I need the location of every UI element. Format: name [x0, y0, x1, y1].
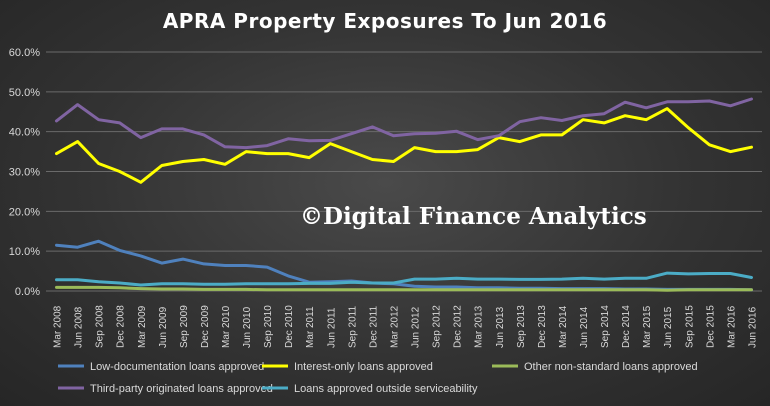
x-tick-label: Jun 2009 — [158, 306, 169, 348]
series-line — [55, 97, 753, 150]
gridlines — [46, 51, 762, 292]
y-tick-label: 50.0% — [9, 87, 40, 99]
chart-title: APRA Property Exposures To Jun 2016 — [162, 9, 608, 33]
watermark: ©Digital Finance Analytics — [300, 203, 647, 230]
legend-label: Loans approved outside serviceability — [294, 383, 478, 395]
x-tick-label: Dec 2012 — [453, 305, 464, 348]
x-tick-label: Jun 2010 — [242, 306, 253, 348]
x-tick-label: Mar 2010 — [221, 305, 232, 348]
series-line — [55, 271, 753, 287]
series-line — [55, 107, 753, 184]
x-tick-label: Jun 2012 — [411, 306, 422, 348]
legend-label: Other non-standard loans approved — [524, 361, 698, 373]
x-tick-label: Mar 2015 — [642, 305, 653, 348]
x-tick-label: Sep 2015 — [684, 305, 695, 348]
y-tick-label: 0.0% — [15, 286, 40, 298]
x-tick-label: Sep 2010 — [263, 305, 274, 348]
x-tick-label: Mar 2013 — [474, 305, 485, 348]
y-axis-ticks: 0.0% 10.0% 20.0% 30.0% 40.0% 50.0% 60.0% — [9, 47, 40, 298]
x-tick-label: Dec 2011 — [368, 305, 379, 348]
x-tick-label: Jun 2013 — [495, 306, 506, 348]
legend-label: Interest-only loans approved — [294, 361, 433, 373]
x-tick-label: Mar 2012 — [389, 305, 400, 348]
x-tick-label: Jun 2014 — [579, 306, 590, 348]
x-axis-ticks: Mar 2008 Jun 2008 Sep 2008 Dec 2008 Mar 2009… — [53, 305, 759, 348]
y-tick-label: 20.0% — [9, 206, 40, 218]
x-tick-label: Mar 2009 — [137, 305, 148, 348]
series-line — [55, 285, 753, 292]
x-tick-label: Mar 2008 — [53, 305, 64, 348]
x-tick-label: Sep 2008 — [95, 305, 106, 348]
legend-label: Low-documentation loans approved — [90, 361, 264, 373]
x-tick-label: Dec 2008 — [116, 305, 127, 348]
x-tick-label: Sep 2014 — [600, 305, 611, 348]
x-tick-label: Dec 2010 — [284, 305, 295, 348]
x-tick-label: Dec 2014 — [621, 305, 632, 348]
x-tick-label: Sep 2013 — [516, 305, 527, 348]
x-tick-label: Dec 2013 — [537, 305, 548, 348]
legend: Low-documentation loans approved Interest… — [58, 361, 698, 395]
x-tick-label: Dec 2015 — [705, 305, 716, 348]
legend-label: Third-party originated loans approved — [90, 383, 273, 395]
x-tick-label: Sep 2009 — [179, 305, 190, 348]
y-tick-label: 60.0% — [9, 47, 40, 59]
x-tick-label: Jun 2008 — [74, 306, 85, 348]
x-tick-label: Jun 2016 — [747, 306, 758, 348]
x-tick-label: Mar 2016 — [726, 305, 737, 348]
x-tick-label: Sep 2011 — [347, 305, 358, 348]
x-tick-label: Mar 2014 — [558, 305, 569, 348]
x-tick-label: Jun 2015 — [663, 306, 674, 348]
x-tick-label: Mar 2011 — [305, 306, 316, 348]
x-tick-label: Jun 2011 — [326, 307, 337, 348]
y-tick-label: 10.0% — [9, 246, 40, 258]
x-tick-label: Sep 2012 — [432, 305, 443, 348]
y-tick-label: 40.0% — [9, 127, 40, 139]
y-tick-label: 30.0% — [9, 167, 40, 179]
series-lines — [55, 97, 753, 292]
x-tick-label: Dec 2009 — [200, 305, 211, 348]
